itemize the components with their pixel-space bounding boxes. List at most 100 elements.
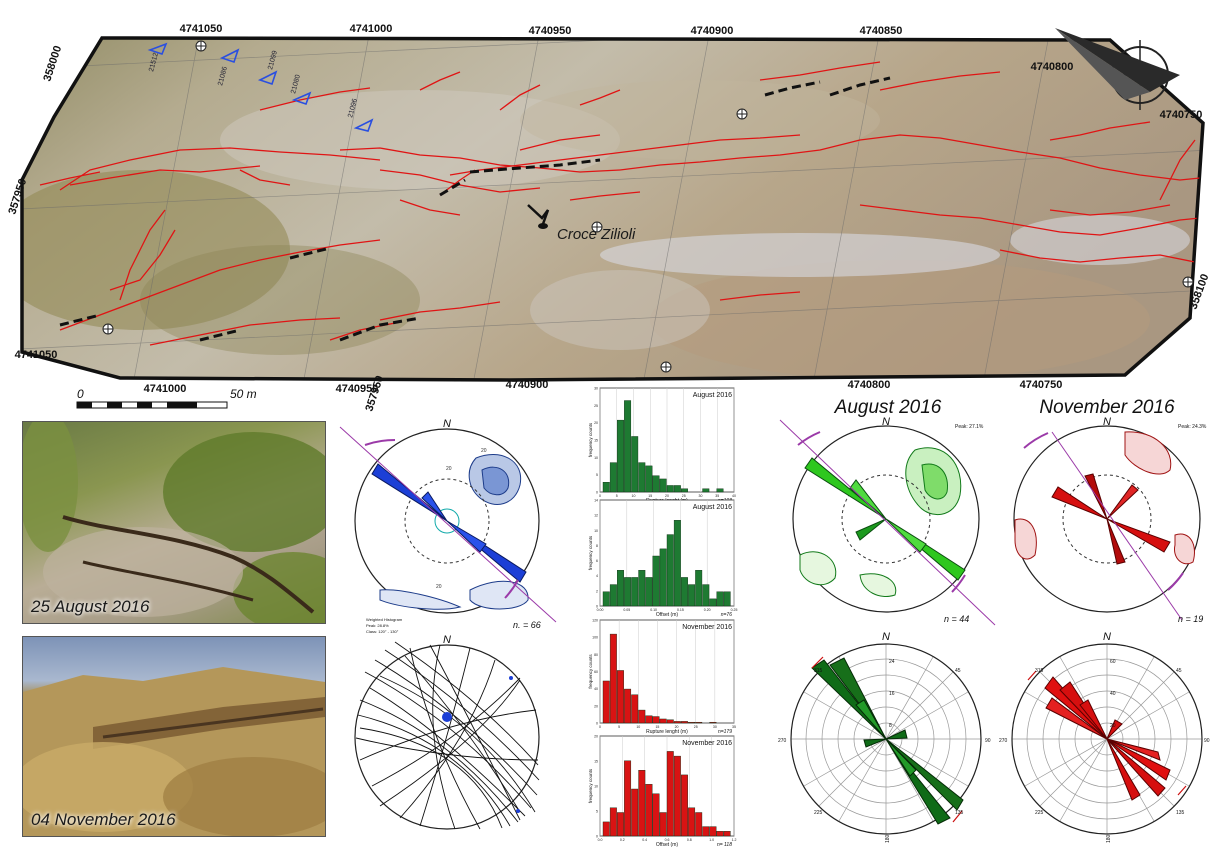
legend-line-2: Peak: 28.8% bbox=[366, 623, 389, 628]
top-coord-3: 4740950 bbox=[529, 25, 572, 37]
histogram-xtick: 25 bbox=[682, 494, 686, 498]
histogram-bar bbox=[638, 770, 646, 837]
histogram-ylabel: frequency counts bbox=[588, 422, 593, 457]
histogram-xtick: 10 bbox=[636, 725, 640, 729]
histogram-bar bbox=[617, 419, 624, 493]
histogram-ytick: 4 bbox=[596, 574, 598, 578]
histogram-bar bbox=[702, 584, 710, 607]
aug-rose-diag-4: 45 bbox=[955, 668, 961, 674]
histogram-bar bbox=[617, 812, 624, 837]
histogram-ytick: 15 bbox=[594, 439, 598, 443]
control-point-crosses bbox=[103, 41, 1193, 372]
histogram-bar bbox=[673, 755, 681, 837]
left-coord-bottom: 4741050 bbox=[15, 349, 58, 361]
main-north-label: N bbox=[443, 418, 451, 430]
aug-rose-north: N bbox=[882, 631, 890, 643]
histogram-bar bbox=[631, 436, 639, 493]
histogram-xtick: 0.25 bbox=[731, 608, 738, 612]
august-stereonet: N Peak: 27.1% n = 44 bbox=[779, 416, 996, 626]
november-rose: N 90 270 180 60 40 20 315 135 225 45 bbox=[999, 631, 1210, 843]
nov-rose-ring-1: 60 bbox=[1110, 659, 1116, 665]
histogram-xtick: 0.6 bbox=[665, 838, 670, 842]
nov-north-label: N bbox=[1103, 416, 1111, 428]
top-coord-2: 4741000 bbox=[350, 23, 393, 35]
histogram-4: 0.0 0.2 0.4 0.6 0.8 1.0 1.2 0 5 10 15 20 November 20… bbox=[588, 735, 736, 848]
histogram-title: November 2016 bbox=[682, 624, 732, 631]
histogram-xlabel: Offset (m) bbox=[656, 612, 678, 618]
top-coord-6: 4740800 bbox=[1031, 61, 1074, 73]
histogram-xtick: 5 bbox=[616, 494, 618, 498]
nov-rose-ring-2: 40 bbox=[1110, 691, 1116, 697]
nov-rose-diag-2: 135 bbox=[1176, 810, 1185, 816]
nov-rose-west: 270 bbox=[999, 738, 1008, 744]
histogram-bar bbox=[602, 591, 610, 607]
histogram-xtick: 0.20 bbox=[704, 608, 711, 612]
histogram-bar bbox=[716, 591, 724, 607]
histogram-bar bbox=[602, 680, 610, 724]
histogram-title: November 2016 bbox=[682, 740, 732, 747]
histogram-ytick: 6 bbox=[596, 559, 598, 563]
histogram-bar bbox=[638, 570, 646, 607]
aug-rose-ring-2: 16 bbox=[889, 691, 895, 697]
histogram-ytick: 120 bbox=[592, 619, 598, 623]
survey-area-outline bbox=[20, 36, 1205, 382]
histogram-bar bbox=[631, 694, 639, 724]
histogram-xtick: 0.05 bbox=[623, 608, 630, 612]
august-rose: N 90 270 180 24 16 8 315 135 225 45 bbox=[778, 631, 991, 843]
histogram-ytick: 0 bbox=[596, 835, 598, 839]
histogram-ytick: 20 bbox=[594, 704, 598, 708]
planes-north-label: N bbox=[443, 634, 451, 646]
histogram-bar bbox=[688, 721, 696, 724]
planes-stereonet: N bbox=[354, 634, 540, 830]
histogram-xtick: 0.8 bbox=[687, 838, 692, 842]
histogram-bar bbox=[695, 812, 703, 837]
aug-n-label: n = 44 bbox=[944, 614, 969, 624]
histogram-xtick: 0.00 bbox=[597, 608, 604, 612]
histogram-xtick: 20 bbox=[665, 494, 669, 498]
histogram-ytick: 12 bbox=[594, 514, 598, 518]
top-coord-4: 4740900 bbox=[691, 25, 734, 37]
histogram-bar bbox=[652, 555, 660, 607]
station-flag-icons bbox=[147, 42, 374, 132]
histogram-bar bbox=[681, 577, 688, 607]
nov-rose-east: 90 bbox=[1204, 738, 1210, 744]
histogram-bar bbox=[666, 485, 674, 493]
aug-rose-south: 180 bbox=[885, 834, 891, 843]
histogram-xtick: 35 bbox=[715, 494, 719, 498]
legend-line-3: Class: 120° - 130° bbox=[366, 629, 399, 634]
compass-icon bbox=[1055, 28, 1180, 110]
histogram-xtick: 30 bbox=[713, 725, 717, 729]
histogram-bar bbox=[659, 548, 667, 607]
histogram-bar bbox=[652, 475, 660, 493]
histogram-xtick: 0 bbox=[599, 725, 601, 729]
aug-rose-diag-1: 315 bbox=[814, 668, 823, 674]
histogram-bar bbox=[702, 826, 710, 837]
bottom-coord-1: 4741000 bbox=[144, 383, 187, 395]
point-label-3: 21099 bbox=[267, 50, 279, 71]
contour-label-3: 20 bbox=[446, 466, 452, 472]
aug-rose-ring-1: 24 bbox=[889, 659, 895, 665]
histogram-title: August 2016 bbox=[693, 392, 732, 399]
aug-rose-west: 270 bbox=[778, 738, 787, 744]
histogram-xtick: 0.15 bbox=[677, 608, 684, 612]
histogram-ytick: 15 bbox=[594, 760, 598, 764]
histogram-xtick: 10 bbox=[632, 494, 636, 498]
histogram-ytick: 10 bbox=[594, 456, 598, 460]
histogram-n: n= 118 bbox=[717, 842, 732, 848]
scale-label: 50 m bbox=[230, 387, 257, 401]
histogram-bar bbox=[702, 488, 710, 493]
point-label-5: 21096 bbox=[347, 98, 359, 119]
histogram-bar bbox=[659, 718, 667, 724]
bottom-coord-5: 4740750 bbox=[1020, 379, 1063, 391]
histogram-bar bbox=[716, 831, 724, 837]
histogram-xtick: 25 bbox=[694, 725, 698, 729]
bottom-coord-2: 4740950 bbox=[336, 383, 379, 395]
histogram-ytick: 20 bbox=[594, 421, 598, 425]
histogram-bar bbox=[602, 482, 610, 493]
nov-rose-diag-3: 225 bbox=[1035, 810, 1044, 816]
histogram-bar bbox=[617, 570, 624, 607]
